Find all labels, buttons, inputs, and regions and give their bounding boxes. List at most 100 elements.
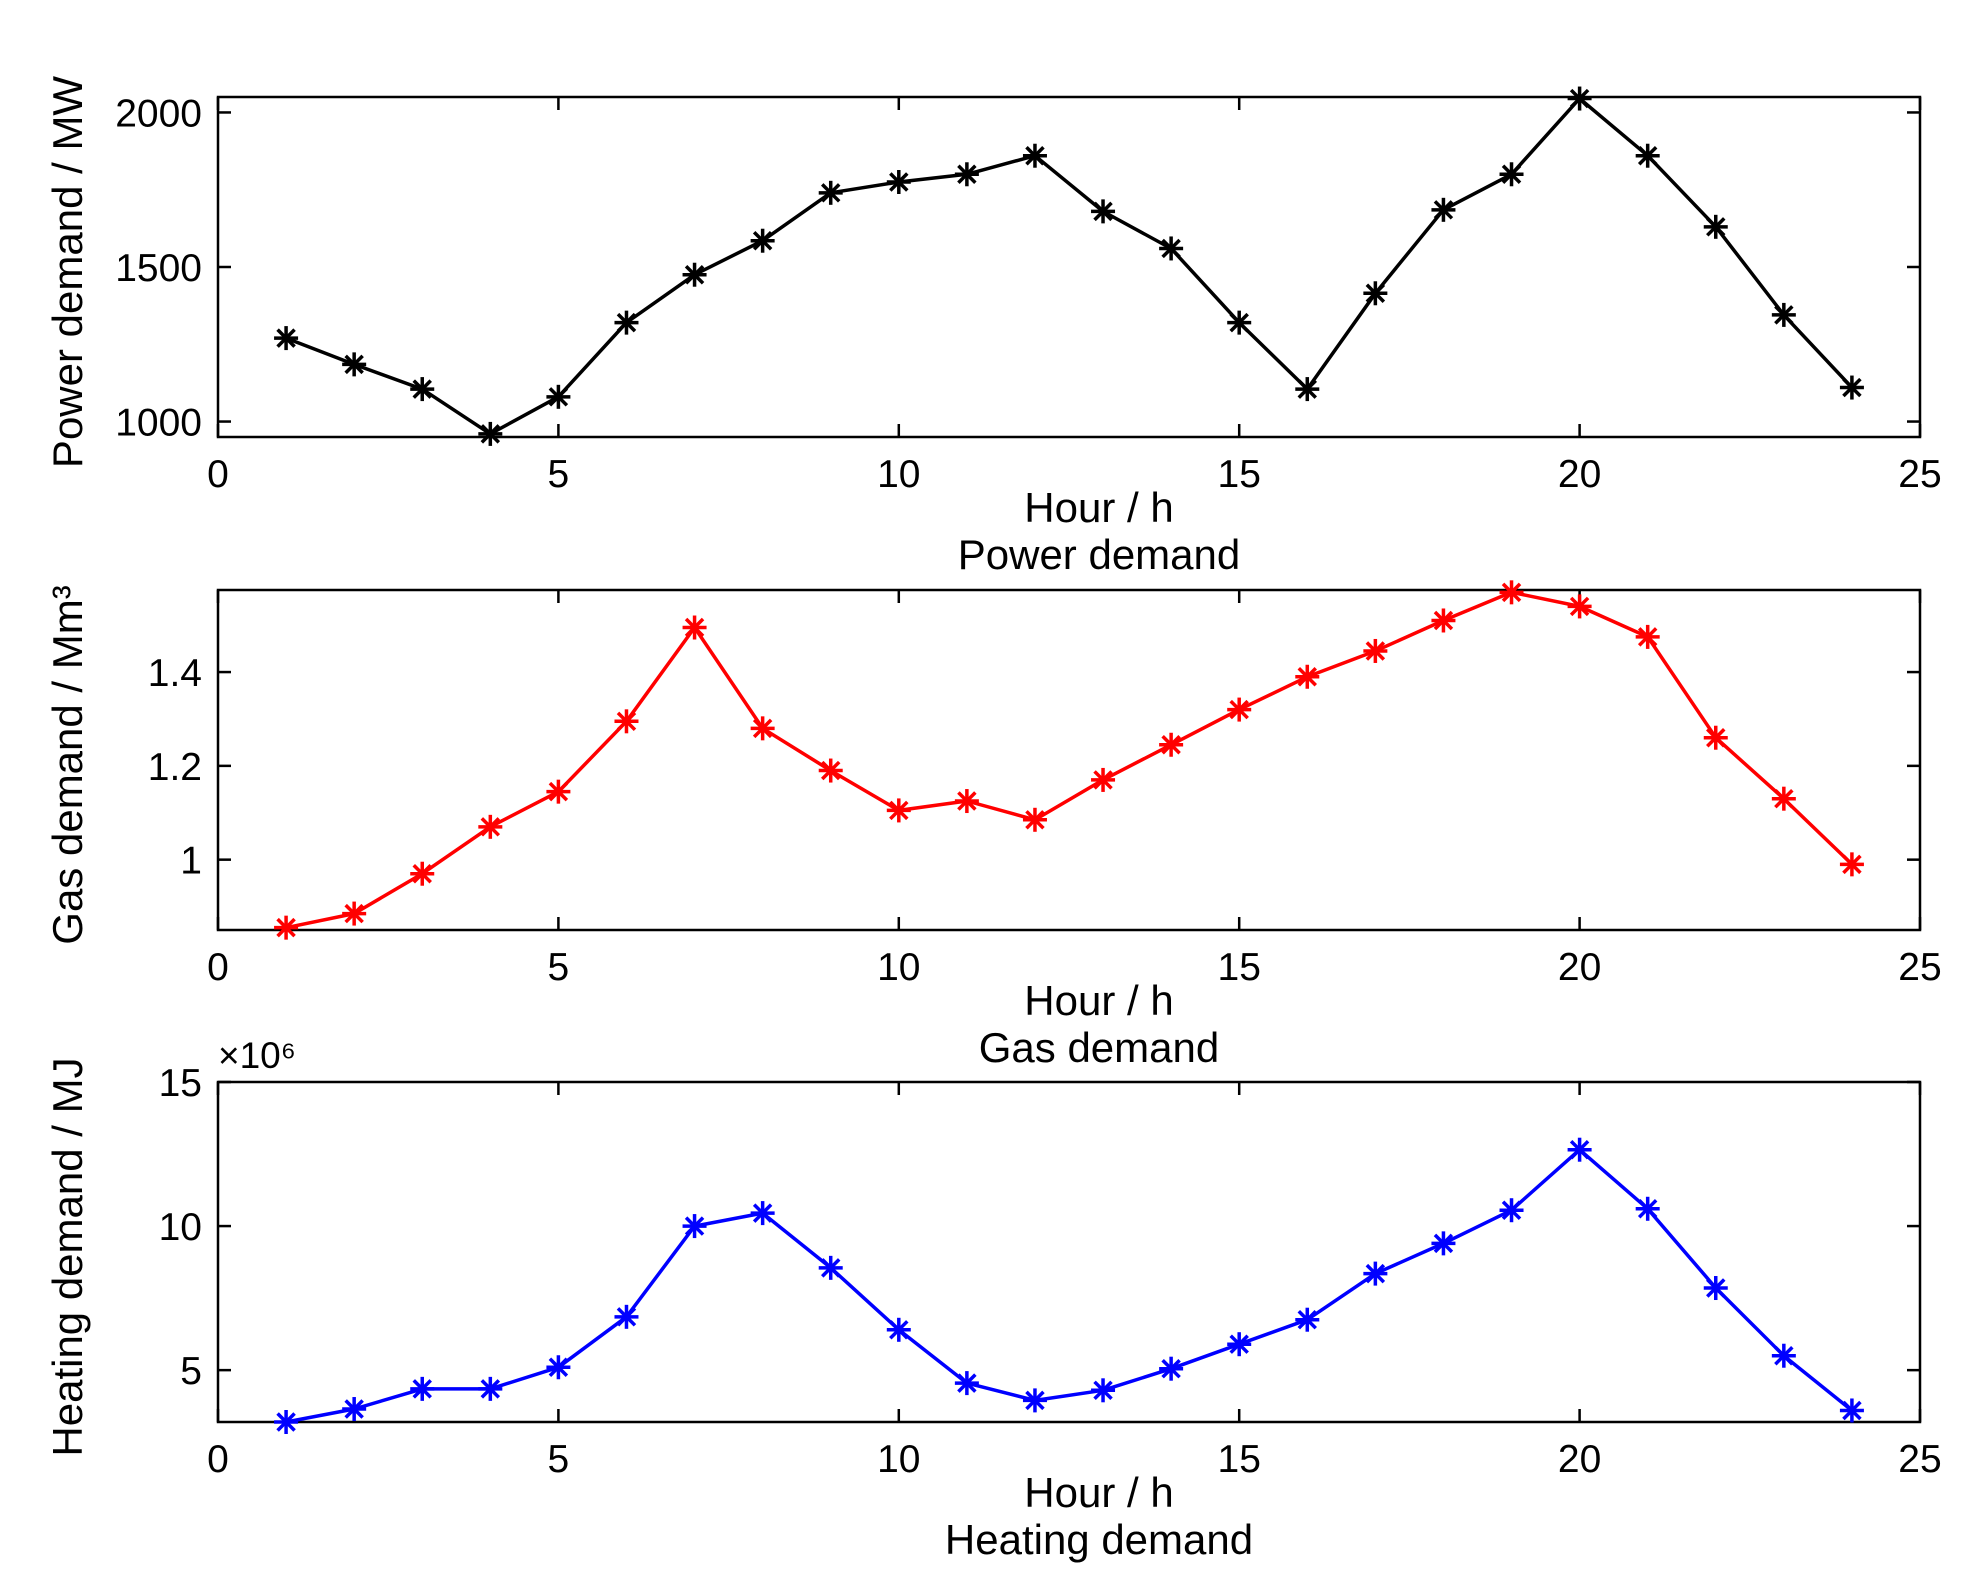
gas-y-tick-label: 1 [180,840,202,883]
gas-data-point [1227,697,1252,722]
gas-data-point [1022,807,1047,832]
heating-x-tick-label: 5 [548,1438,570,1481]
heating-data-point [1227,1332,1252,1357]
heating-data-point [1703,1276,1728,1301]
power-data-point [546,384,571,409]
power-data-point [818,180,843,205]
gas-data-point [1363,638,1388,663]
heating-data-point [1022,1388,1047,1413]
heating-data-point [818,1255,843,1280]
gas-y-tick-label: 1.2 [148,746,202,789]
gas-x-tick-label: 0 [207,946,229,989]
gas-data-point [1499,580,1524,605]
gas-data-point [1567,594,1592,619]
heating-x-axis-label: Hour / h [1024,1469,1173,1516]
power-data-point [410,377,435,402]
gas-data-point [546,779,571,804]
power-data-point [1227,310,1252,335]
gas-data-point [614,709,639,734]
heating-data-point [1839,1398,1864,1423]
power-data-point [954,162,979,187]
power-data-point [614,310,639,335]
gas-data-point [1159,732,1184,757]
power-x-tick-label: 5 [548,453,570,496]
gas-data-point [478,814,503,839]
gas-data-point [682,615,707,640]
power-data-point [1022,143,1047,168]
gas-data-point [1431,608,1456,633]
power-x-tick-label: 20 [1558,453,1601,496]
power-y-axis-label: Power demand / MW [44,76,91,468]
power-subplot-title: Power demand [958,531,1241,578]
heating-series-line [285,1147,1853,1424]
heating-data-point [478,1376,503,1401]
gas-axes-frame [216,588,1922,932]
gas-x-tick-label: 10 [877,946,920,989]
power-x-tick-label: 15 [1218,453,1261,496]
heating-data-point [886,1317,911,1342]
heating-data-point [1771,1343,1796,1368]
gas-data-point [886,798,911,823]
gas-x-tick-label: 5 [548,946,570,989]
power-x-tick-label: 0 [207,453,229,496]
heating-x-tick-label: 10 [877,1438,920,1481]
power-data-point [1091,199,1116,224]
gas-data-point [1771,786,1796,811]
gas-x-axis-label: Hour / h [1024,977,1173,1024]
gas-x-tick-label: 15 [1218,946,1261,989]
gas-x-tick-label: 25 [1898,946,1941,989]
gas-y-tick-label: 1.4 [148,652,202,695]
power-data-point [1431,197,1456,222]
heating-data-point [342,1397,367,1422]
power-series-line [285,96,1854,436]
heating-data-point [614,1304,639,1329]
heating-y-axis-label: Heating demand / MJ [44,1057,91,1456]
heating-data-point [1499,1198,1524,1223]
heating-data-point [1091,1378,1116,1403]
power-data-point [1839,375,1864,400]
power-data-point [1295,377,1320,402]
gas-data-point [342,901,367,926]
heating-y-tick-label: 15 [159,1062,202,1105]
heating-data-point [410,1376,435,1401]
power-data-point [886,170,911,194]
heating-data-point [750,1201,775,1226]
gas-data-point [274,915,299,940]
gas-data-point [1635,624,1660,649]
heating-data-point [274,1410,299,1434]
heating-x-tick-label: 25 [1898,1438,1941,1481]
gas-data-point [1839,852,1864,877]
power-data-point [682,262,707,287]
power-x-tick-label: 25 [1898,453,1941,496]
heating-y-tick-label: 5 [180,1350,202,1393]
gas-data-point [954,789,979,814]
heating-data-point [546,1355,571,1380]
power-data-point [1771,302,1796,327]
heating-subplot-title: Heating demand [945,1516,1253,1563]
heating-data-point [1363,1261,1388,1286]
gas-x-tick-label: 20 [1558,946,1601,989]
gas-y-axis-label: Gas demand / Mm³ [44,585,91,944]
heating-data-point [1567,1137,1592,1162]
heating-data-point [1295,1307,1320,1332]
gas-data-point [1091,767,1116,792]
gas-subplot-title: Gas demand [979,1024,1219,1071]
gas-data-point [1703,725,1728,750]
power-x-tick-label: 10 [877,453,920,496]
heating-x-tick-label: 15 [1218,1438,1261,1481]
heating-data-point [682,1214,707,1239]
power-y-tick-label: 1500 [115,247,202,290]
heating-exponent-label: ×10⁶ [218,1035,296,1076]
power-data-point [1159,236,1184,261]
gas-data-point [1295,664,1320,689]
power-data-point [750,228,775,253]
heating-data-point [1635,1196,1660,1221]
heating-y-tick-label: 10 [159,1206,202,1249]
power-y-tick-label: 2000 [115,92,202,135]
power-data-point [1635,143,1660,168]
power-data-point [1499,162,1524,187]
heating-x-tick-label: 20 [1558,1438,1601,1481]
